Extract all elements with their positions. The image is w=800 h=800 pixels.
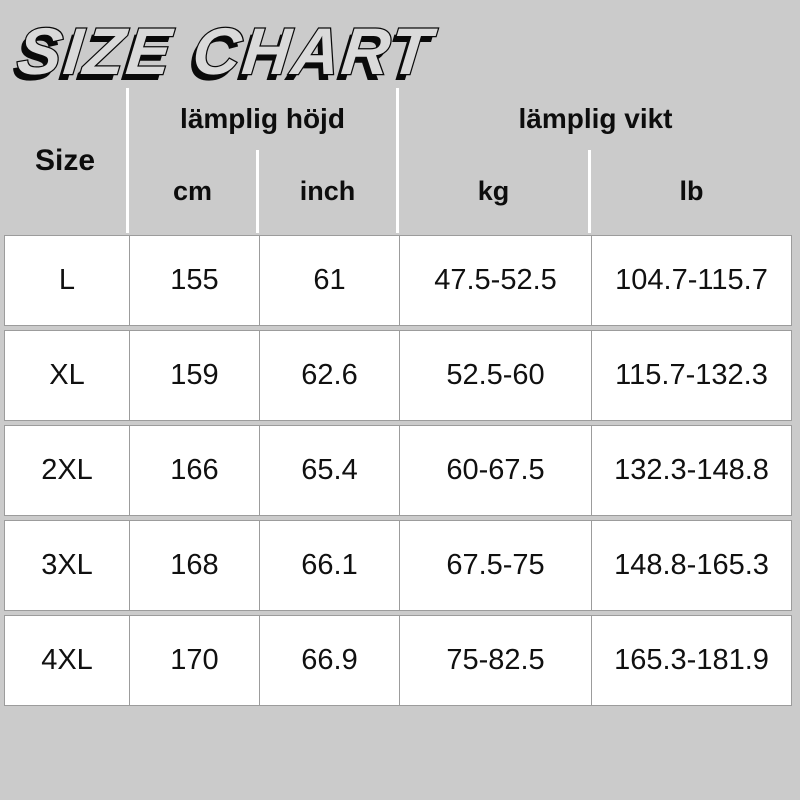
table-row-l: L 155 61 47.5-52.5 104.7-115.7 (4, 235, 792, 326)
table-body: L 155 61 47.5-52.5 104.7-115.7 XL 159 62… (4, 235, 792, 710)
header-group-weight: lämplig vikt (518, 103, 673, 134)
cell-kg: 60-67.5 (400, 426, 592, 515)
table-row-3xl: 3XL 168 66.1 67.5-75 148.8-165.3 (4, 520, 792, 611)
cell-inch: 62.6 (260, 331, 400, 420)
cell-cm: 170 (130, 616, 260, 705)
cell-cm: 166 (130, 426, 260, 515)
cell-lb: 165.3-181.9 (614, 644, 769, 676)
cell-lb: 132.3-148.8 (614, 454, 769, 486)
cell-inch: 61 (260, 236, 400, 325)
header-unit-kg: kg (399, 150, 591, 233)
header-unit-inch: inch (259, 150, 399, 233)
header-group-height: lämplig höjd (129, 88, 399, 150)
cell-kg: 75-82.5 (400, 616, 592, 705)
cell-lb: 115.7-132.3 (615, 359, 768, 391)
cell-cm: 159 (130, 331, 260, 420)
cell-kg: 67.5-75 (400, 521, 592, 610)
cell-size: 3XL (5, 521, 130, 610)
cell-inch: 66.9 (260, 616, 400, 705)
header-unit-cm: cm (129, 150, 259, 233)
page-title: SIZE CHART (13, 13, 438, 90)
cell-size: 2XL (5, 426, 130, 515)
table-row-xl: XL 159 62.6 52.5-60 115.7-132.3 (4, 330, 792, 421)
cell-size: 4XL (5, 616, 130, 705)
cell-kg: 52.5-60 (400, 331, 592, 420)
cell-lb: 104.7-115.7 (615, 264, 768, 296)
cell-lb: 148.8-165.3 (614, 549, 769, 581)
table-row-4xl: 4XL 170 66.9 75-82.5 165.3-181.9 (4, 615, 792, 706)
table-header: Size lämplig höjd lämplig vikt cm inch k… (4, 88, 792, 233)
cell-cm: 168 (130, 521, 260, 610)
header-size: Size (4, 88, 129, 233)
header-unit-lb: lb (679, 176, 704, 206)
cell-kg: 47.5-52.5 (400, 236, 592, 325)
table-row-2xl: 2XL 166 65.4 60-67.5 132.3-148.8 (4, 425, 792, 516)
cell-inch: 66.1 (260, 521, 400, 610)
cell-cm: 155 (130, 236, 260, 325)
cell-inch: 65.4 (260, 426, 400, 515)
cell-size: L (5, 236, 130, 325)
cell-size: XL (5, 331, 130, 420)
